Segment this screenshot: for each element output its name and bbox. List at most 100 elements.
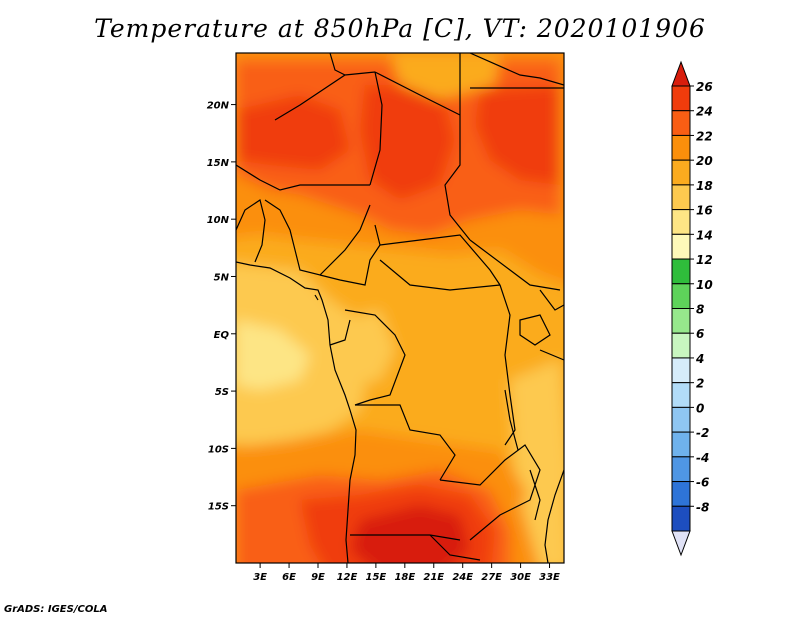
field-congo (370, 290, 500, 420)
lon-tick-label: 24E (452, 572, 473, 583)
colorbar-swatch-16 (671, 481, 691, 507)
field-chad-hot (360, 85, 455, 200)
colorbar-swatch-3 (671, 159, 691, 186)
colorbar-label: 14 (696, 228, 713, 242)
colorbar-bottom-arrow (671, 530, 691, 557)
border-gabon (329, 319, 351, 346)
colorbar-label: 2 (696, 377, 704, 391)
colorbar-swatch-17 (671, 505, 691, 532)
colorbar-label: -6 (696, 476, 709, 490)
lake-victoria (519, 314, 551, 346)
colorbar-top-arrow (671, 60, 691, 87)
lon-tick-label: 9E (311, 572, 325, 583)
colorbar-swatch-14 (671, 431, 691, 458)
lon-tick-label: 12E (337, 572, 358, 583)
colorbar-label: 10 (696, 278, 713, 292)
lon-tick-label: 27E (481, 572, 502, 583)
longitude-axis: 3E 6E 9E 12E 15E 18E 21E 24E 27E 30E 33E (253, 563, 560, 583)
field-sudan-hot (475, 85, 560, 185)
field-kalahari-hottest (350, 505, 470, 563)
field-mozambique-cool (520, 485, 564, 563)
colorbar-label: 8 (696, 303, 704, 317)
border-gulf-islands (314, 294, 319, 301)
border-angola (355, 404, 456, 481)
lon-tick-label: 30E (510, 572, 531, 583)
border-car (379, 234, 501, 286)
colorbar-swatch-11 (671, 357, 691, 384)
border-angola-namibia (350, 534, 461, 541)
border-botswana (429, 534, 481, 561)
border-east-kenya (539, 289, 564, 311)
lat-tick-label: 10S (208, 444, 229, 455)
colorbar-label: 22 (696, 129, 713, 143)
lat-tick-label: EQ (214, 330, 230, 341)
colorbar-label: 24 (696, 105, 713, 119)
lon-tick-label: 15E (366, 572, 387, 583)
colorbar-swatch-10 (671, 332, 691, 359)
border-south-sudan (469, 239, 561, 291)
map-title: Temperature at 850hPa [C], VT: 202010190… (94, 14, 706, 43)
colorbar-swatch-8 (671, 283, 691, 309)
colorbar-label: -2 (696, 426, 709, 440)
boundaries (236, 53, 564, 563)
border-niger-chad (369, 71, 383, 186)
coastline-east (544, 469, 564, 563)
colorbar-label: 12 (696, 253, 713, 267)
colorbar-label: 26 (696, 80, 713, 94)
border-congo (344, 309, 406, 406)
lon-tick-label: 21E (423, 572, 444, 583)
lon-tick-label: 18E (394, 572, 415, 583)
lake-tanganyika (504, 389, 519, 451)
border-algeria-niger (274, 71, 376, 121)
grads-credit: GrADS: IGES/COLA (4, 604, 108, 615)
border-nigeria (264, 199, 371, 276)
colorbar-swatch-2 (671, 134, 691, 161)
lat-tick-label: 5N (214, 272, 230, 283)
border-mali-niger (236, 164, 370, 191)
lat-tick-label: 15S (208, 502, 229, 513)
colorbar-swatch-7 (671, 258, 691, 285)
colorbar-swatch-15 (671, 456, 691, 483)
lat-tick-label: 5S (215, 387, 229, 398)
colorbar-swatch-9 (671, 308, 691, 334)
border-car-south (379, 259, 501, 291)
lon-tick-label: 33E (539, 572, 560, 583)
lon-tick-label: 3E (253, 572, 267, 583)
colorbar-swatch-0 (671, 85, 691, 112)
field-niger-hot (236, 95, 350, 170)
lat-tick-label: 20N (207, 101, 230, 112)
colorbar-swatch-1 (671, 110, 691, 136)
lon-tick-label: 6E (282, 572, 296, 583)
colorbar-swatch-6 (671, 233, 691, 260)
border-chad-sudan (444, 110, 471, 241)
field-east-cool (510, 360, 564, 520)
colorbar-label: 20 (696, 154, 713, 168)
lat-tick-label: 10N (207, 215, 230, 226)
field-congo-cool (340, 310, 395, 385)
border-libya-chad (374, 71, 461, 116)
temperature-field (236, 53, 564, 563)
border-guinea-coast (236, 199, 266, 263)
colorbar-label: 16 (696, 204, 713, 218)
colorbar-swatch-4 (671, 184, 691, 211)
border-tanzania (539, 349, 564, 361)
border-red-sea (469, 53, 564, 86)
coastline-west (236, 261, 357, 563)
colorbar-label: 18 (696, 179, 713, 193)
colorbar-label: 0 (696, 401, 704, 415)
latitude-axis: 20N 15N 10N 5N EQ 5S 10S 15S (207, 101, 236, 513)
field-guinea-coolest (236, 320, 310, 390)
lat-tick-label: 15N (207, 158, 230, 169)
colorbar-swatch-13 (671, 406, 691, 433)
border-algeria-libya (329, 53, 346, 76)
map-frame (235, 52, 565, 564)
colorbar-swatch-5 (671, 209, 691, 235)
colorbar-label: 4 (695, 352, 704, 366)
colorbar-label: 6 (696, 327, 704, 341)
colorbar-swatch-12 (671, 382, 691, 408)
colorbar-label: -4 (696, 451, 709, 465)
border-zambia (439, 444, 541, 541)
colorbar-label: -8 (696, 500, 709, 514)
